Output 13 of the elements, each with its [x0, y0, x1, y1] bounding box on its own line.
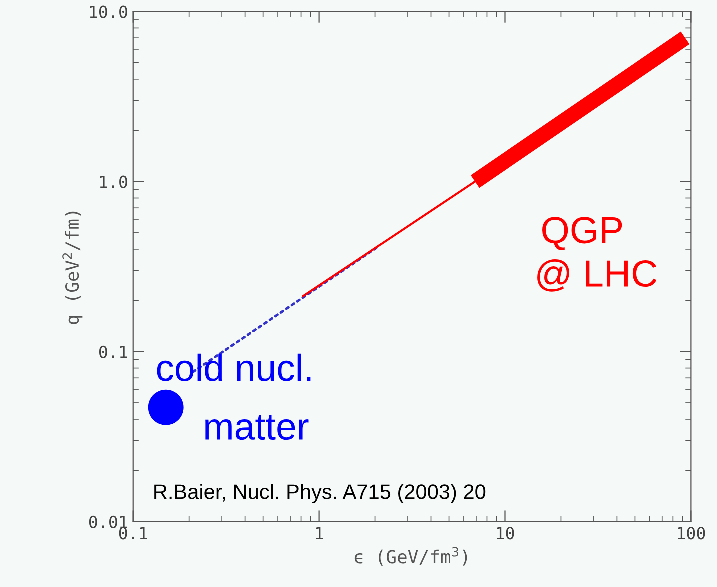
y-axis-title: q (GeV$^{2}$/fm) — [62, 212, 83, 324]
x-axis-title: ϵ (GeV/fm$^{3}$) — [354, 547, 468, 566]
y-tick-label: 0.1 — [99, 346, 128, 358]
x-tick-label: 100 — [678, 527, 706, 540]
annotation: R.Baier, Nucl. Phys. A715 (2003) 20 — [154, 484, 486, 504]
series-label: cold nucl. matter — [157, 354, 311, 440]
x-tick-label: 10 — [497, 527, 514, 540]
x-tick-label: 0.1 — [119, 527, 148, 540]
x-tick-label: 1 — [316, 527, 324, 540]
y-tick-label: 1.0 — [100, 176, 128, 188]
y-tick-label: 10.0 — [90, 6, 128, 18]
series-label: QGP @ LHC — [538, 217, 657, 292]
y-tick-label: 0.01 — [89, 516, 128, 528]
